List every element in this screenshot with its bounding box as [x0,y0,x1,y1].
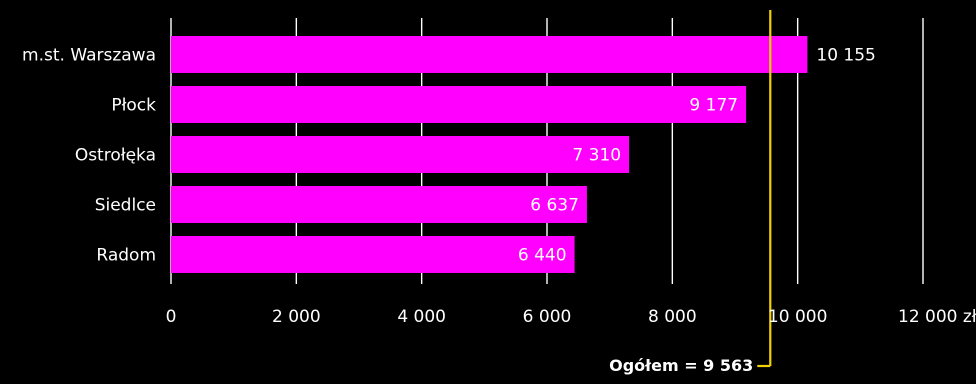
bar [171,36,808,73]
bar-layer [171,36,808,273]
x-tick-label: 4 000 [397,307,446,327]
reference-label: Ogółem = 9 563 [609,356,753,375]
value-label: 9 177 [689,96,738,116]
category-label: Siedlce [95,196,156,216]
bar [171,236,575,273]
value-label: 6 440 [518,246,567,266]
x-tick-label: 8 000 [648,307,697,327]
category-label: m.st. Warszawa [22,46,156,66]
bar [171,136,630,173]
category-label: Ostrołęka [75,146,156,166]
category-label: Radom [96,246,156,266]
x-tick-label: 10 000 [768,307,827,327]
bar [171,86,747,123]
value-label: 10 155 [816,46,875,66]
reference-layer: Ogółem = 9 563 [609,10,772,375]
category-label: Płock [111,96,156,116]
x-tick-label: 12 000 zł [898,307,976,327]
x-tick-label: 0 [166,307,177,327]
x-tick-label: 2 000 [272,307,321,327]
label-layer: 0 2 000 4 000 6 000 8 000 10 000 12 000 zł m.st… [22,46,976,328]
x-tick-label: 6 000 [523,307,572,327]
value-label: 6 637 [530,196,579,216]
bar [171,186,587,223]
value-label: 7 310 [572,146,621,166]
